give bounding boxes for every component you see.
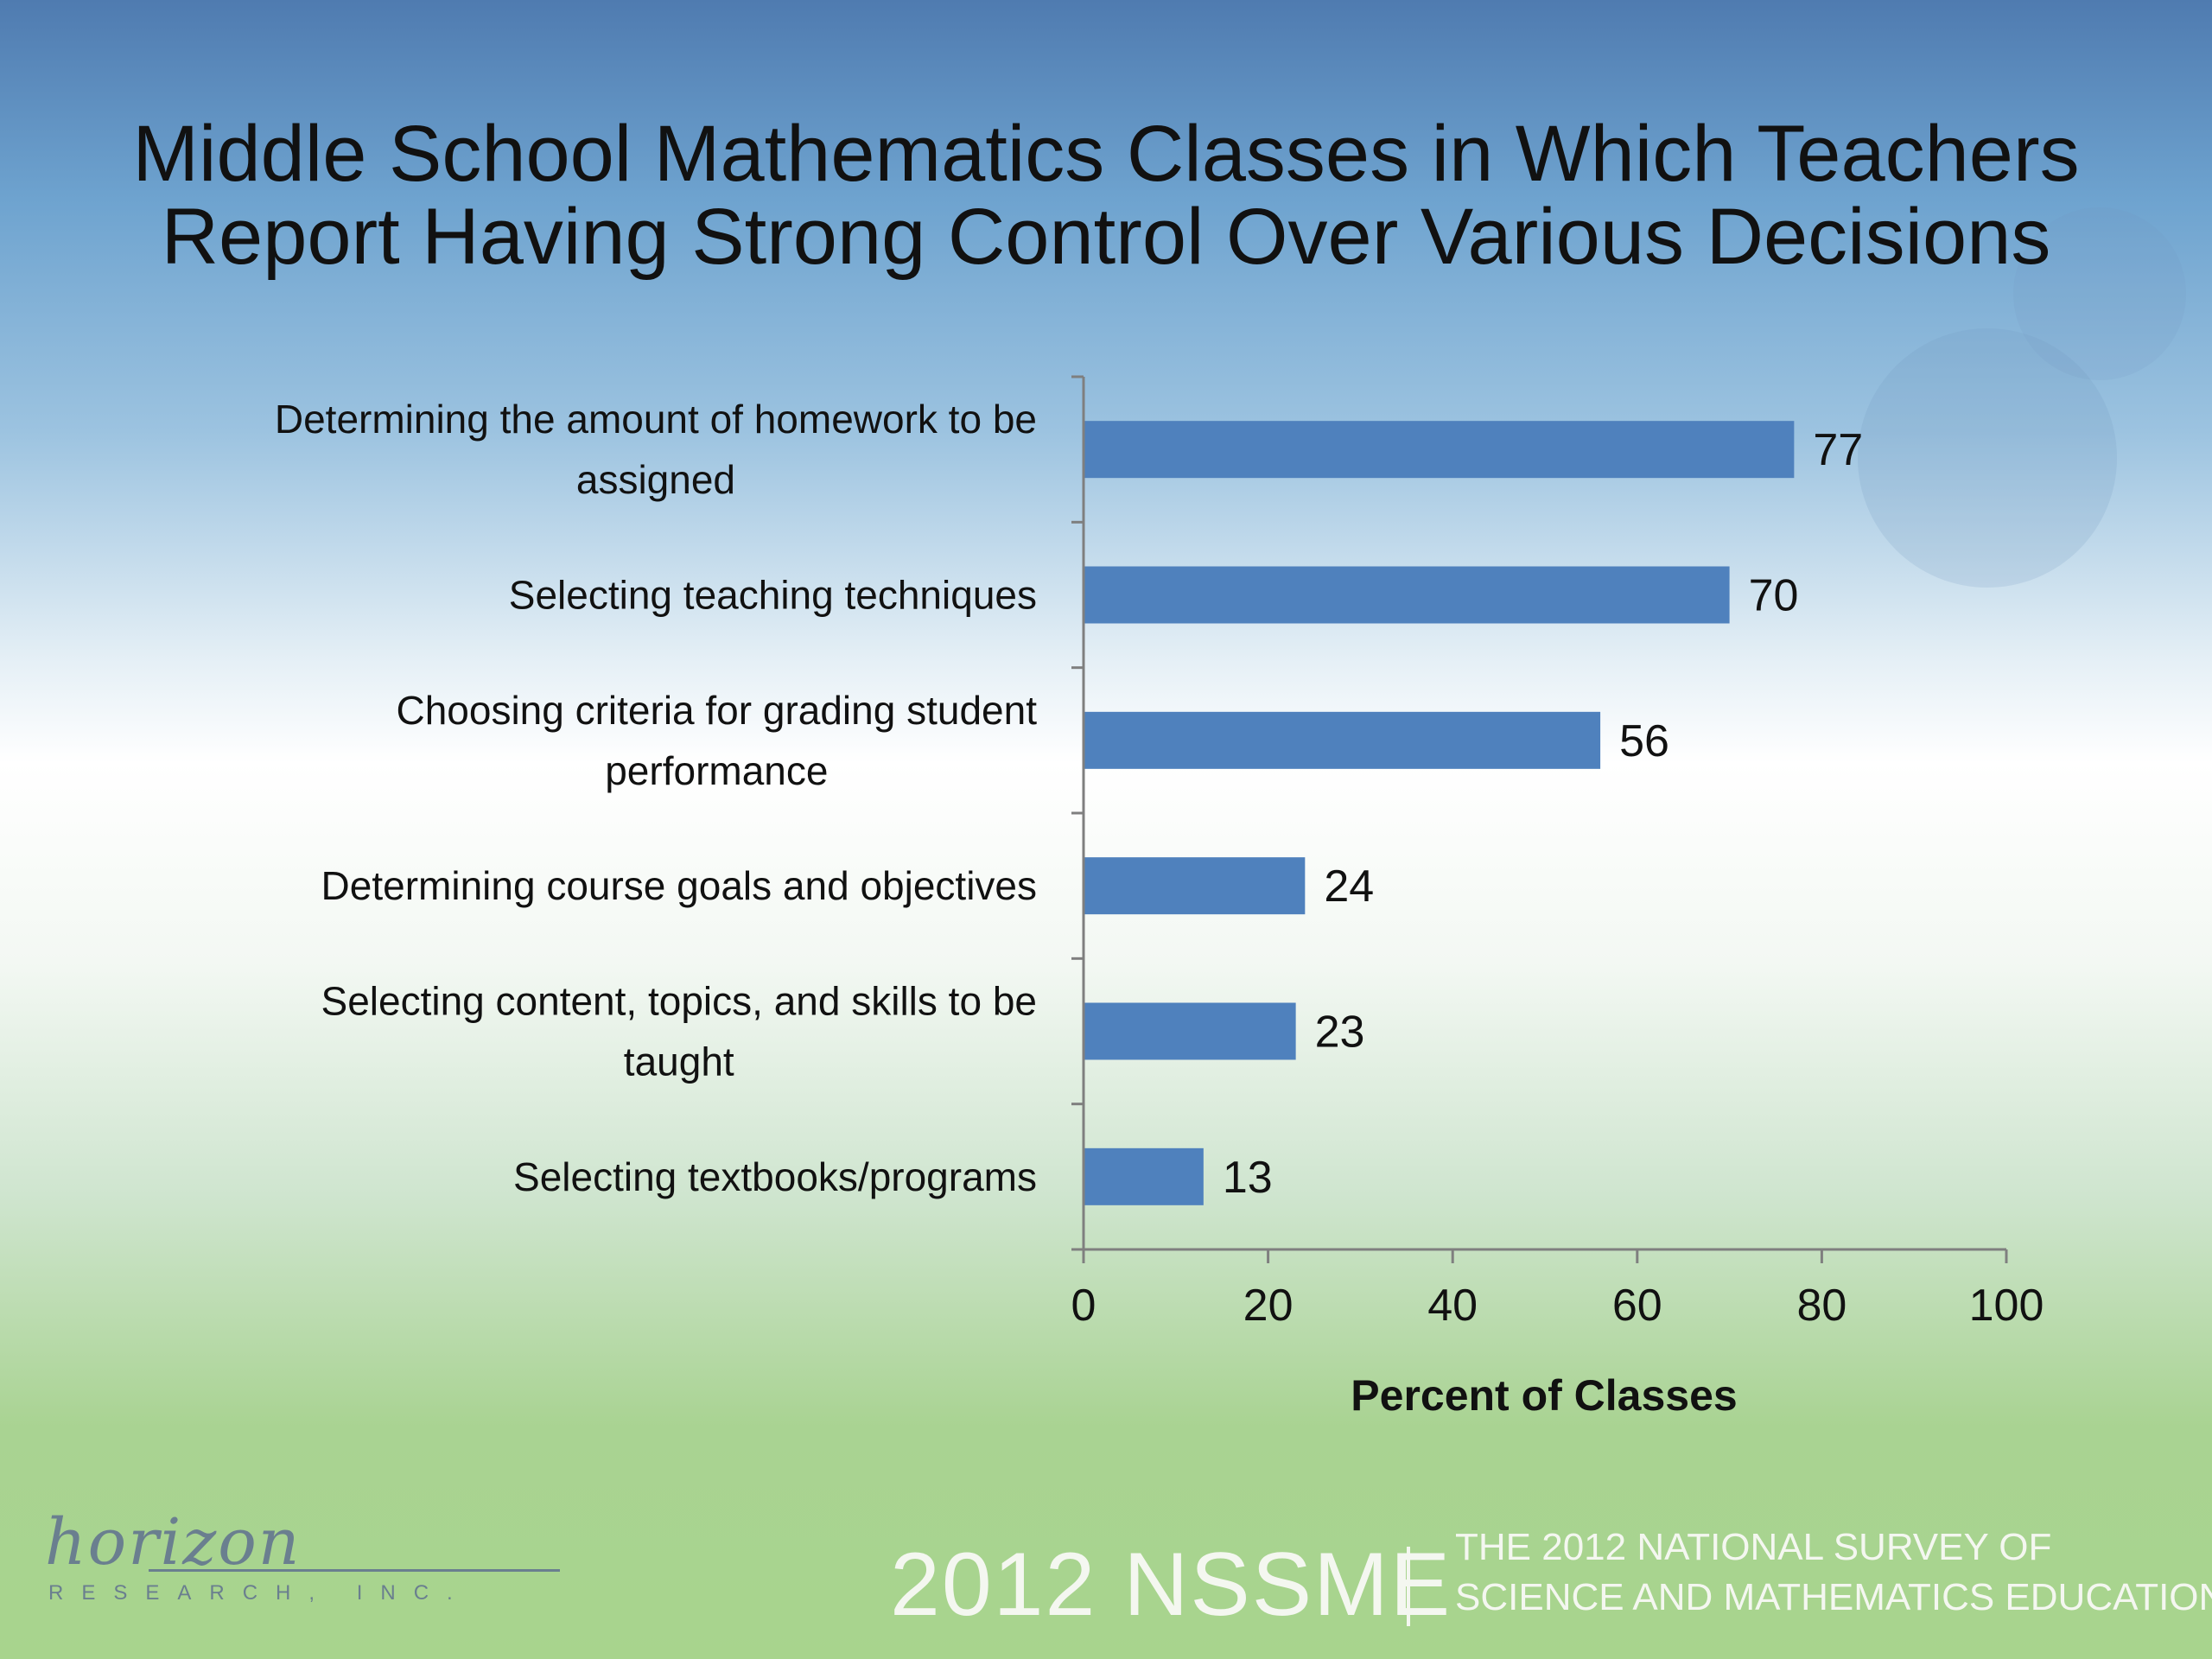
x-tick-label: 0 [1071, 1281, 1096, 1331]
background-hexagon-decoration [1858, 328, 2117, 588]
value-labels: 77 70 56 24 23 13 [1223, 425, 1863, 1203]
bar [1084, 711, 1601, 769]
bar [1084, 1147, 1204, 1205]
footer-divider [1407, 1547, 1410, 1626]
survey-line: SCIENCE AND MATHEMATICS EDUCATION [1455, 1576, 2212, 1618]
logo-script-text: horizon [45, 1505, 302, 1580]
category-label: Determining course goals and objectives [321, 863, 1037, 908]
survey-line: THE 2012 NATIONAL SURVEY OF [1455, 1526, 2052, 1568]
bar [1084, 566, 1730, 624]
category-label: Selecting teaching techniques [509, 573, 1037, 618]
title-line: Middle School Mathematics Classes in Whi… [132, 110, 2080, 198]
background-hexagon-decoration [2013, 207, 2186, 380]
x-axis-label: Percent of Classes [1351, 1371, 1737, 1420]
data-label: 77 [1813, 425, 1863, 475]
bar [1084, 1002, 1296, 1060]
bars [1084, 421, 1795, 1205]
category-label: performance [605, 748, 828, 793]
survey-name: THE 2012 NATIONAL SURVEY OF SCIENCE AND … [1455, 1522, 2212, 1623]
data-label: 13 [1223, 1153, 1273, 1203]
category-label: taught [624, 1039, 734, 1084]
data-label: 56 [1619, 716, 1669, 766]
title-line: Report Having Strong Control Over Variou… [161, 193, 2051, 281]
event-name: 2012 NSSME [890, 1535, 1452, 1635]
category-label: Selecting content, topics, and skills to… [321, 979, 1037, 1024]
x-tick-label: 60 [1612, 1281, 1662, 1331]
x-tick-label: 40 [1427, 1281, 1478, 1331]
category-label: Determining the amount of homework to be [275, 397, 1037, 442]
slide-title: Middle School Mathematics Classes in Whi… [86, 112, 2126, 278]
data-label: 23 [1315, 1007, 1365, 1058]
horizon-logo: horizon RESEARCH, INC. [45, 1505, 560, 1605]
bar [1084, 857, 1306, 915]
x-tick-label: 80 [1796, 1281, 1847, 1331]
bar [1084, 421, 1795, 479]
category-label: Choosing criteria for grading student [396, 688, 1037, 733]
x-tick-label: 100 [1969, 1281, 2044, 1331]
data-label: 24 [1324, 861, 1374, 912]
category-label: assigned [576, 457, 735, 502]
category-label: Selecting textbooks/programs [513, 1154, 1037, 1199]
axes: 0 20 40 60 80 100 [1071, 375, 2044, 1331]
logo-subtitle: RESEARCH, INC. [48, 1581, 471, 1605]
logo-underline [149, 1569, 560, 1572]
x-tick-label: 20 [1243, 1281, 1294, 1331]
category-labels: Determining the amount of homework to be… [275, 397, 1037, 1199]
data-label: 70 [1749, 571, 1799, 621]
